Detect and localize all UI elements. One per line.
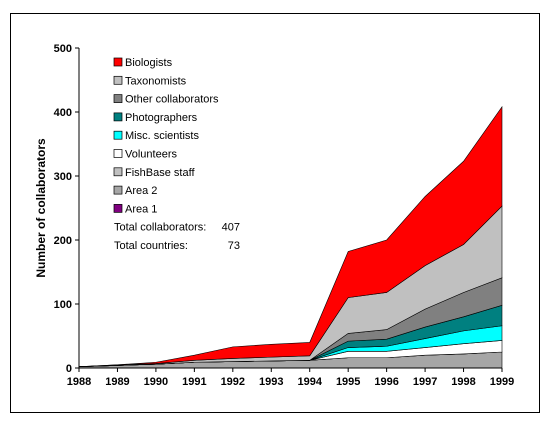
legend-swatch [113, 75, 123, 85]
x-tick-label: 1995 [336, 376, 360, 388]
legend-entry: Taxonomists [125, 75, 187, 87]
area-series-biologists [78, 105, 503, 368]
legend-entry: Area 2 [125, 185, 157, 197]
annotation-label: Total countries: [114, 240, 188, 252]
legend-swatch [113, 130, 123, 140]
y-axis-label: Number of collaborators [34, 138, 48, 278]
x-tick-label: 1997 [413, 376, 437, 388]
legend-entry: Other collaborators [125, 94, 219, 106]
x-tick-label: 1992 [221, 376, 245, 388]
legend-swatch [113, 167, 123, 177]
axes: 0 100 200 300 400 500 1988 1989 1990 1991 1992 1993… [54, 43, 515, 388]
chart-frame [10, 13, 540, 413]
legend-swatch [113, 204, 123, 213]
x-tick-label: 1996 [374, 376, 398, 388]
x-tick-label: 1990 [144, 376, 168, 388]
legend-entry: Photographers [125, 112, 198, 124]
y-tick-label: 500 [54, 43, 72, 55]
area-series-group [78, 105, 503, 369]
legend-entry: Biologists [125, 57, 173, 69]
x-tick-label: 1994 [297, 376, 322, 388]
x-tick-label: 1999 [490, 376, 514, 388]
legend-swatch [113, 57, 123, 67]
x-tick-label: 1998 [451, 376, 475, 388]
x-tick-label: 1993 [259, 376, 283, 388]
y-tick-label: 0 [66, 363, 72, 375]
y-tick-label: 200 [54, 235, 72, 247]
annotation-value: 73 [228, 240, 240, 252]
legend-entry: Misc. scientists [125, 130, 199, 142]
legend-swatch [113, 112, 123, 122]
legend-swatch [113, 94, 123, 103]
y-tick-label: 100 [54, 299, 72, 311]
x-tick-label: 1988 [67, 376, 91, 388]
annotation-value: 407 [222, 222, 240, 234]
legend-swatch [113, 185, 123, 195]
x-tick-label: 1989 [105, 376, 129, 388]
legend-entry: Area 1 [125, 203, 157, 215]
legend-entry: FishBase staff [125, 167, 195, 179]
y-tick-label: 400 [54, 107, 72, 119]
legend-entry: Volunteers [125, 149, 177, 161]
legend-swatch [113, 149, 123, 158]
legend: Biologists Taxonomists Other collaborators… [113, 57, 240, 252]
annotation-label: Total collaborators: [114, 222, 206, 234]
y-tick-label: 300 [54, 171, 72, 183]
x-tick-label: 1991 [182, 376, 206, 388]
